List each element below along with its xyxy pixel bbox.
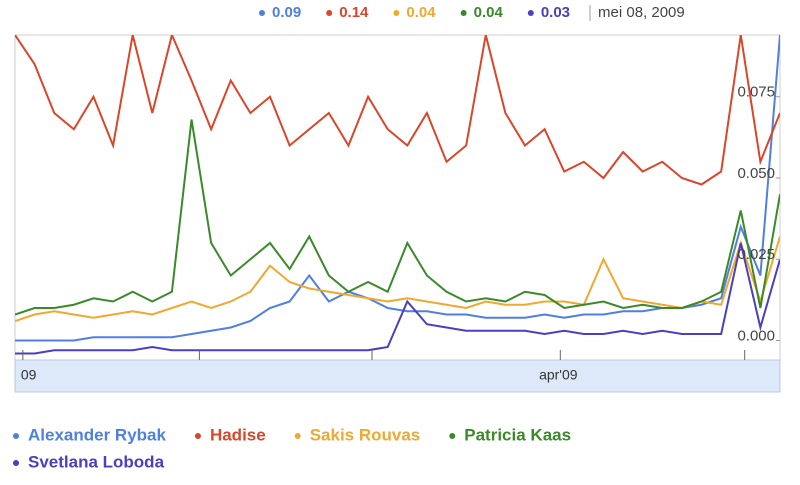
legend-label: Svetlana Loboda	[28, 452, 165, 471]
legend-label: Hadise	[210, 425, 266, 444]
x-tick-label: 09	[21, 367, 37, 383]
y-tick-label: 0.050	[737, 165, 775, 182]
header-dot	[460, 10, 467, 16]
legend-dot	[13, 460, 19, 466]
y-tick-label: 0.000	[737, 327, 775, 344]
y-tick-label: 0.025	[737, 246, 775, 263]
header-dot	[393, 10, 400, 16]
series-line	[15, 242, 780, 355]
header-values: 0.09 0.14 0.04 0.04 0.03 mei 08, 2009	[259, 4, 685, 21]
header-dot	[259, 10, 265, 16]
series-line	[15, 119, 780, 316]
header-value: 0.04	[406, 4, 436, 21]
header-dot	[527, 10, 534, 16]
legend-label: Patricia Kaas	[464, 425, 571, 444]
header-value: 0.09	[272, 4, 301, 21]
series-line	[15, 35, 780, 342]
header-value: 0.03	[541, 4, 570, 21]
x-tick-label: apr'09	[539, 367, 578, 383]
legend: Alexander Rybak Hadise Sakis Rouvas Patrici…	[13, 425, 571, 471]
legend-dot	[449, 433, 456, 439]
header-dot	[326, 10, 333, 16]
axes: 0.000 0.025 0.050 0.075 09 apr'09	[21, 84, 780, 383]
time-strip	[14, 359, 781, 393]
series-line	[15, 35, 780, 186]
y-tick-label: 0.075	[737, 84, 775, 101]
series-line	[15, 236, 780, 322]
header-value: 0.04	[474, 4, 504, 21]
legend-dot	[194, 433, 201, 439]
header-date: mei 08, 2009	[598, 4, 685, 21]
legend-label: Alexander Rybak	[28, 425, 166, 444]
legend-dot	[13, 433, 19, 439]
legend-dot	[294, 433, 301, 439]
header-value: 0.14	[339, 4, 369, 21]
legend-label: Sakis Rouvas	[310, 425, 421, 444]
lines	[15, 35, 780, 355]
